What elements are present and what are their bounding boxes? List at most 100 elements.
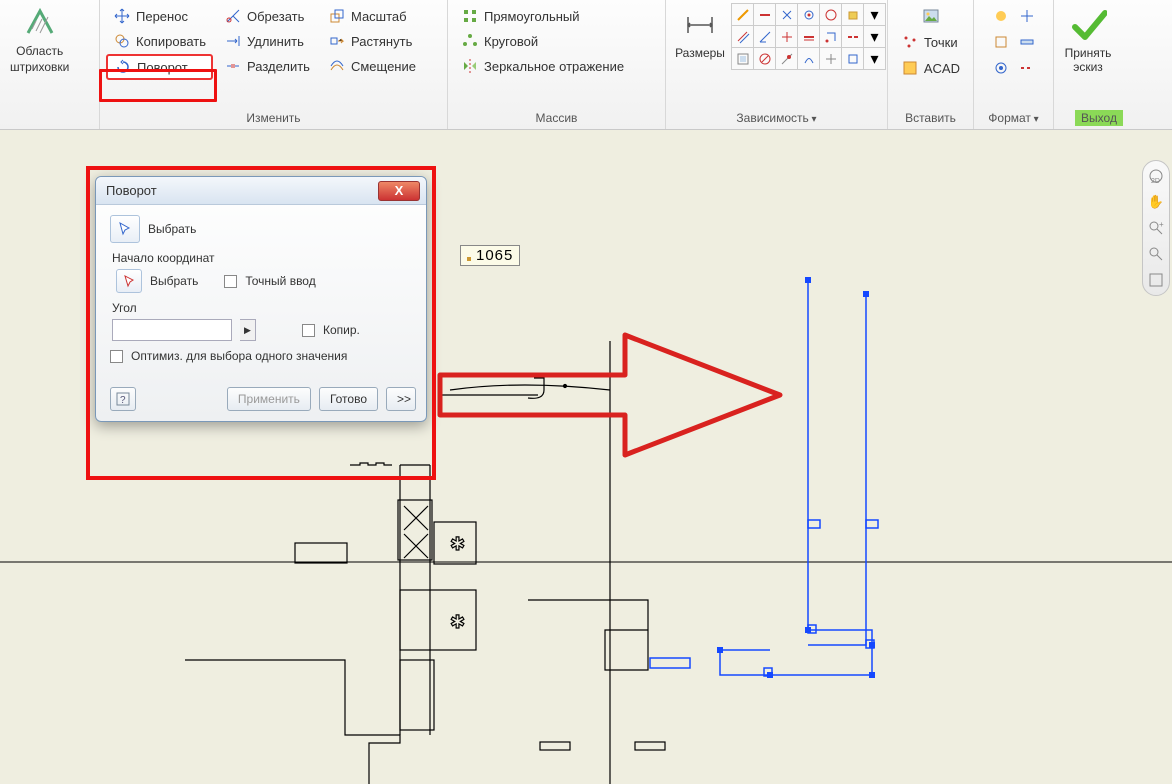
- rect-array-button[interactable]: Прямоугольный: [454, 4, 631, 28]
- scale-button[interactable]: Масштаб: [321, 4, 423, 28]
- insert-group-label: Вставить: [888, 109, 973, 129]
- dimension-icon: [681, 6, 719, 44]
- dialog-title: Поворот: [106, 183, 157, 198]
- optimize-checkbox[interactable]: [110, 350, 123, 363]
- constr-15[interactable]: [731, 47, 754, 70]
- hatch-icon: [21, 4, 59, 42]
- orbit-tool[interactable]: 2D: [1145, 165, 1167, 187]
- dialog-titlebar[interactable]: Поворот X: [96, 177, 426, 205]
- extend-button[interactable]: Удлинить: [217, 29, 317, 53]
- origin-section-label: Начало координат: [112, 251, 412, 265]
- constr-11[interactable]: [797, 25, 820, 48]
- constr-5[interactable]: [819, 3, 842, 26]
- select-origin-button[interactable]: [116, 269, 142, 293]
- constr-16[interactable]: [753, 47, 776, 70]
- format-group-label[interactable]: Формат: [974, 109, 1053, 129]
- finish-sketch-button[interactable]: Принять эскиз: [1060, 4, 1116, 76]
- zoom-fit-tool[interactable]: [1145, 269, 1167, 291]
- fmt-1[interactable]: [989, 4, 1013, 28]
- copy-checkbox[interactable]: [302, 324, 315, 337]
- split-icon: [224, 57, 242, 75]
- offset-icon: [328, 57, 346, 75]
- constr-19[interactable]: [819, 47, 842, 70]
- done-button[interactable]: Готово: [319, 387, 378, 411]
- stretch-icon: [328, 32, 346, 50]
- constr-8[interactable]: [731, 25, 754, 48]
- constr-7[interactable]: ▾: [863, 3, 886, 26]
- constr-13[interactable]: [841, 25, 864, 48]
- constr-6[interactable]: [841, 3, 864, 26]
- move-icon: [113, 7, 131, 25]
- constr-17[interactable]: [775, 47, 798, 70]
- help-button[interactable]: ?: [110, 387, 136, 411]
- rotate-button[interactable]: Поворот: [106, 54, 213, 80]
- modify-group-label: Изменить: [100, 109, 447, 129]
- constr-12[interactable]: [819, 25, 842, 48]
- constraint-group-label[interactable]: Зависимость: [666, 109, 887, 129]
- constr-3[interactable]: [775, 3, 798, 26]
- polar-array-icon: [461, 32, 479, 50]
- points-button[interactable]: Точки: [894, 30, 967, 54]
- copy-icon: [113, 32, 131, 50]
- rect-array-icon: [461, 7, 479, 25]
- trim-icon: [224, 7, 242, 25]
- optimize-label: Оптимиз. для выбора одного значения: [131, 349, 347, 363]
- split-button[interactable]: Разделить: [217, 54, 317, 78]
- acad-icon: [901, 59, 919, 77]
- constr-18[interactable]: [797, 47, 820, 70]
- array-group-label: Массив: [448, 109, 665, 129]
- rotate-dialog: Поворот X Выбрать Начало координат Выбра…: [95, 176, 427, 422]
- fmt-2[interactable]: [1015, 4, 1039, 28]
- mirror-icon: [461, 57, 479, 75]
- copy-label: Копир.: [323, 323, 360, 337]
- select-geometry-button[interactable]: [110, 215, 140, 243]
- constr-9[interactable]: [753, 25, 776, 48]
- rotate-icon: [114, 58, 132, 76]
- dimension-value[interactable]: 1065: [460, 245, 520, 266]
- select-origin-label: Выбрать: [150, 274, 198, 288]
- move-button[interactable]: Перенос: [106, 4, 213, 28]
- scale-icon: [328, 7, 346, 25]
- check-icon: [1069, 6, 1107, 44]
- stretch-button[interactable]: Растянуть: [321, 29, 423, 53]
- insert-img-button[interactable]: [894, 4, 967, 28]
- fmt-5[interactable]: [989, 56, 1013, 80]
- svg-text:2D: 2D: [1151, 178, 1160, 185]
- acad-button[interactable]: ACAD: [894, 56, 967, 80]
- expand-button[interactable]: >>: [386, 387, 416, 411]
- trim-button[interactable]: Обрезать: [217, 4, 317, 28]
- image-icon: [922, 7, 940, 25]
- dimensions-button[interactable]: Размеры: [672, 4, 728, 62]
- svg-text:+: +: [1159, 220, 1164, 229]
- constr-1[interactable]: [731, 3, 754, 26]
- angle-spinner[interactable]: ▶: [240, 319, 256, 341]
- pan-tool[interactable]: ✋: [1145, 191, 1167, 213]
- constr-21[interactable]: ▾: [863, 47, 886, 70]
- svg-text:✱: ✱: [450, 612, 465, 632]
- dialog-close-button[interactable]: X: [378, 181, 420, 201]
- offset-button[interactable]: Смещение: [321, 54, 423, 78]
- points-icon: [901, 33, 919, 51]
- hatch-area-button[interactable]: Область штриховки: [6, 2, 73, 76]
- apply-button[interactable]: Применить: [227, 387, 311, 411]
- constr-10[interactable]: [775, 25, 798, 48]
- constr-20[interactable]: [841, 47, 864, 70]
- svg-text:?: ?: [120, 395, 126, 406]
- zoom-in-tool[interactable]: +: [1145, 217, 1167, 239]
- polar-array-button[interactable]: Круговой: [454, 29, 631, 53]
- mirror-button[interactable]: Зеркальное отражение: [454, 54, 631, 78]
- finish-label: Принять эскиз: [1065, 46, 1112, 74]
- hatch-label-1: Область: [16, 44, 63, 58]
- fmt-3[interactable]: [989, 30, 1013, 54]
- angle-input[interactable]: [112, 319, 232, 341]
- zoom-out-tool[interactable]: [1145, 243, 1167, 265]
- copy-button[interactable]: Копировать: [106, 29, 213, 53]
- fmt-6[interactable]: [1015, 56, 1039, 80]
- precise-input-checkbox[interactable]: [224, 275, 237, 288]
- fmt-4[interactable]: [1015, 30, 1039, 54]
- constr-4[interactable]: [797, 3, 820, 26]
- constr-2[interactable]: [753, 3, 776, 26]
- angle-section-label: Угол: [112, 301, 412, 315]
- select-label: Выбрать: [148, 222, 196, 236]
- constr-14[interactable]: ▾: [863, 25, 886, 48]
